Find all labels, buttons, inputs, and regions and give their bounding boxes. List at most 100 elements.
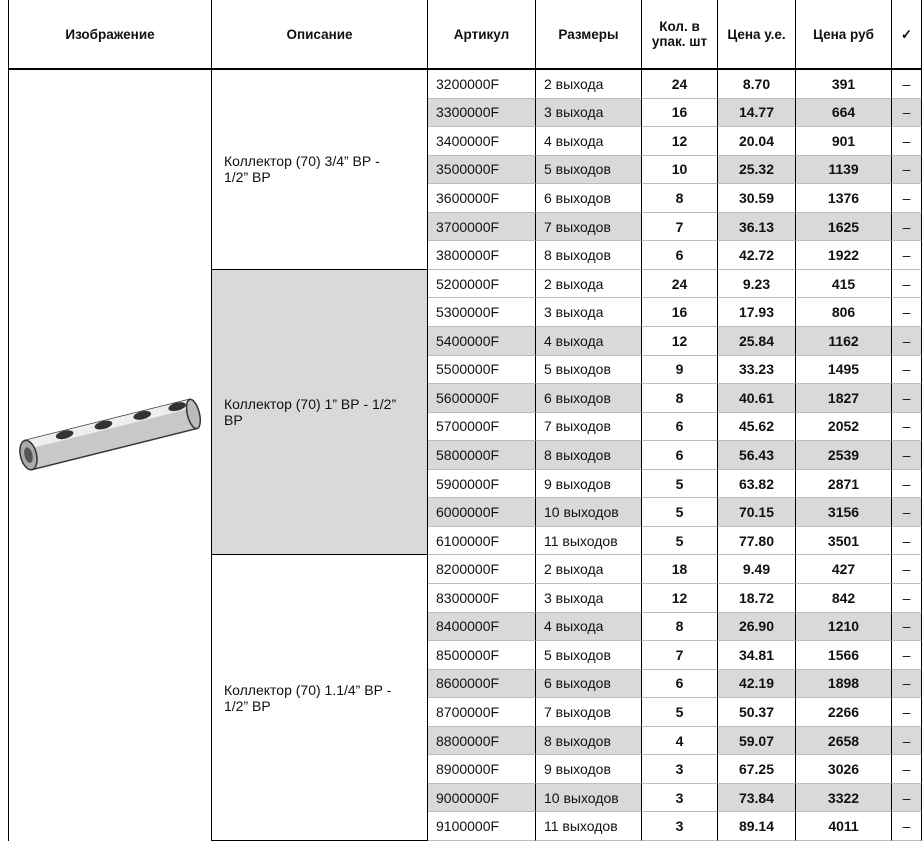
price-rub: 3156 [796, 498, 892, 527]
article: 5900000F [428, 469, 536, 499]
price-usd: 56.43 [718, 441, 796, 470]
article: 9000000F [428, 783, 536, 813]
price-rub: 1376 [796, 184, 892, 213]
check: – [892, 526, 922, 556]
price-usd: 17.93 [718, 298, 796, 327]
article: 5400000F [428, 327, 536, 356]
price-usd: 50.37 [718, 698, 796, 727]
price-usd: 18.72 [718, 584, 796, 613]
article: 8600000F [428, 669, 536, 699]
article: 5500000F [428, 355, 536, 385]
price-usd: 42.72 [718, 241, 796, 270]
price-rub: 2539 [796, 441, 892, 470]
article: 5800000F [428, 441, 536, 470]
size: 5 выходов [536, 355, 642, 385]
size: 4 выхода [536, 327, 642, 356]
header-cell: Цена у.е. [718, 0, 796, 70]
check: – [892, 441, 922, 470]
article: 6100000F [428, 526, 536, 556]
article: 3700000F [428, 212, 536, 242]
pack-qty: 3 [642, 812, 718, 841]
price-rub: 2658 [796, 726, 892, 756]
check: – [892, 755, 922, 784]
check: – [892, 298, 922, 327]
pack-qty: 6 [642, 241, 718, 270]
size: 11 выходов [536, 812, 642, 841]
pack-qty: 8 [642, 612, 718, 642]
price-rub: 2871 [796, 469, 892, 499]
check: – [892, 641, 922, 670]
description-cell: Коллектор (70) 1” ВР - 1/2” ВР [212, 269, 428, 556]
price-usd: 25.32 [718, 155, 796, 185]
price-rub: 1898 [796, 669, 892, 699]
header-cell: Артикул [428, 0, 536, 70]
price-usd: 59.07 [718, 726, 796, 756]
pack-qty: 18 [642, 555, 718, 584]
article: 5300000F [428, 298, 536, 327]
price-usd: 45.62 [718, 412, 796, 442]
price-usd: 42.19 [718, 669, 796, 699]
article: 8500000F [428, 641, 536, 670]
article: 3800000F [428, 241, 536, 270]
price-usd: 89.14 [718, 812, 796, 841]
size: 5 выходов [536, 641, 642, 670]
price-usd: 70.15 [718, 498, 796, 527]
check: – [892, 70, 922, 99]
article: 3200000F [428, 70, 536, 99]
price-usd: 67.25 [718, 755, 796, 784]
pack-qty: 7 [642, 212, 718, 242]
price-rub: 842 [796, 584, 892, 613]
price-usd: 30.59 [718, 184, 796, 213]
description-cell: Коллектор (70) 1.1/4” ВР - 1/2” ВР [212, 555, 428, 841]
size: 7 выходов [536, 412, 642, 442]
price-usd: 63.82 [718, 469, 796, 499]
pack-qty: 12 [642, 327, 718, 356]
pack-qty: 6 [642, 441, 718, 470]
price-usd: 20.04 [718, 127, 796, 156]
price-rub: 806 [796, 298, 892, 327]
price-rub: 415 [796, 269, 892, 299]
pack-qty: 9 [642, 355, 718, 385]
pack-qty: 5 [642, 698, 718, 727]
price-rub: 1625 [796, 212, 892, 242]
article: 6000000F [428, 498, 536, 527]
size: 6 выходов [536, 184, 642, 213]
price-rub: 1827 [796, 384, 892, 413]
article: 8900000F [428, 755, 536, 784]
price-usd: 40.61 [718, 384, 796, 413]
check: – [892, 498, 922, 527]
check: – [892, 698, 922, 727]
header-cell: Кол. в упак. шт [642, 0, 718, 70]
check: – [892, 412, 922, 442]
description-cell: Коллектор (70) 3/4” ВР - 1/2” ВР [212, 70, 428, 270]
size: 6 выходов [536, 384, 642, 413]
check: – [892, 669, 922, 699]
size: 9 выходов [536, 755, 642, 784]
article: 8800000F [428, 726, 536, 756]
pack-qty: 10 [642, 155, 718, 185]
price-rub: 1922 [796, 241, 892, 270]
price-rub: 3501 [796, 526, 892, 556]
check: – [892, 212, 922, 242]
size: 10 выходов [536, 783, 642, 813]
price-rub: 2266 [796, 698, 892, 727]
size: 7 выходов [536, 212, 642, 242]
size: 4 выхода [536, 612, 642, 642]
price-usd: 9.23 [718, 269, 796, 299]
size: 5 выходов [536, 155, 642, 185]
check: – [892, 98, 922, 128]
image-cell [8, 70, 212, 841]
article: 3500000F [428, 155, 536, 185]
pack-qty: 8 [642, 184, 718, 213]
header-cell: ✓ [892, 0, 922, 70]
size: 2 выхода [536, 555, 642, 584]
header-cell: Описание [212, 0, 428, 70]
check: – [892, 184, 922, 213]
pack-qty: 7 [642, 641, 718, 670]
pack-qty: 8 [642, 384, 718, 413]
header-cell: Размеры [536, 0, 642, 70]
price-rub: 391 [796, 70, 892, 99]
size: 8 выходов [536, 441, 642, 470]
price-rub: 1162 [796, 327, 892, 356]
check: – [892, 355, 922, 385]
